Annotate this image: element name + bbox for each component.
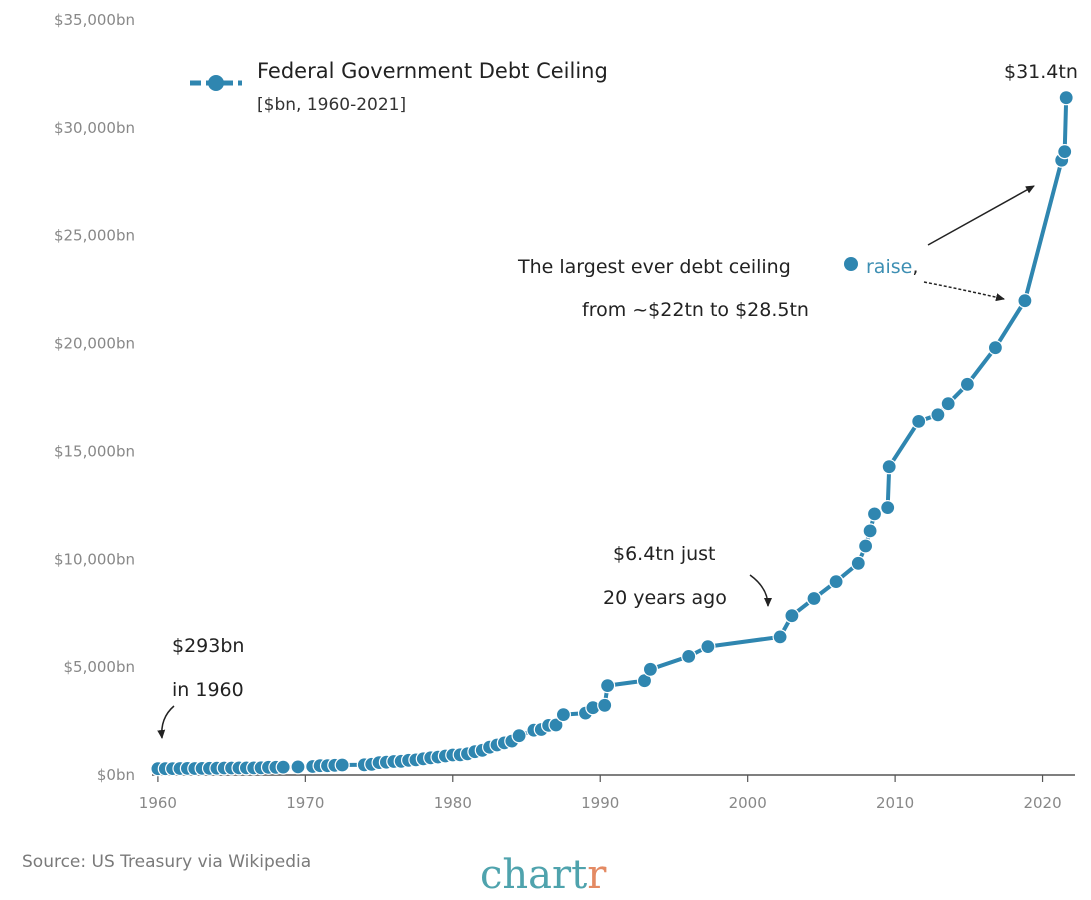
x-tick-label: 2020 bbox=[1023, 794, 1061, 812]
annotation-end-value: $31.4tn bbox=[1004, 61, 1078, 83]
annotation-1960-arrow bbox=[157, 705, 175, 739]
data-point bbox=[959, 376, 976, 392]
data-point bbox=[930, 407, 946, 423]
data-point bbox=[850, 555, 866, 571]
annotation-2002: $6.4tn just 20 years ago bbox=[603, 543, 772, 609]
annotation-largest-raise: The largest ever debt ceiling raise, fro… bbox=[517, 185, 1035, 321]
annotation-largest-raise-word: raise, bbox=[866, 256, 918, 278]
y-tick-label: $5,000bn bbox=[63, 658, 135, 676]
annotation-1960: $293bn in 1960 bbox=[157, 635, 244, 739]
annotation-raise-marker bbox=[844, 257, 858, 271]
data-point bbox=[548, 717, 564, 733]
x-tick-label: 1980 bbox=[434, 794, 472, 812]
annotation-raise-comma: , bbox=[912, 256, 918, 278]
y-tick-label: $0bn bbox=[97, 766, 135, 784]
x-axis-ticks: 1960 1970 1980 1990 2000 2010 2020 bbox=[139, 775, 1062, 812]
data-point bbox=[881, 459, 897, 475]
y-tick-label: $20,000bn bbox=[54, 335, 135, 353]
annotation-2002-arrow bbox=[749, 574, 772, 607]
data-point bbox=[1057, 144, 1073, 160]
data-point bbox=[1058, 90, 1074, 106]
annotation-2002-line2: 20 years ago bbox=[603, 587, 727, 609]
y-tick-label: $10,000bn bbox=[54, 550, 135, 568]
legend: Federal Government Debt Ceiling [$bn, 19… bbox=[190, 59, 608, 115]
data-point bbox=[511, 728, 527, 744]
series-points bbox=[150, 90, 1074, 777]
chart-title: Federal Government Debt Ceiling bbox=[257, 59, 608, 83]
x-tick-label: 1990 bbox=[581, 794, 619, 812]
chart-subtitle: [$bn, 1960-2021] bbox=[257, 95, 406, 115]
data-point bbox=[642, 661, 659, 677]
y-tick-label: $15,000bn bbox=[54, 442, 135, 460]
annotation-raise-word: raise bbox=[866, 256, 912, 278]
data-point bbox=[784, 608, 800, 624]
annotation-largest-arrow-lower bbox=[923, 281, 1005, 302]
annotation-2002-line1: $6.4tn just bbox=[613, 543, 716, 565]
data-point bbox=[772, 629, 788, 645]
source-note: Source: US Treasury via Wikipedia bbox=[22, 852, 311, 872]
data-point bbox=[290, 759, 306, 775]
data-point bbox=[334, 757, 350, 773]
y-tick-label: $35,000bn bbox=[54, 11, 135, 29]
data-point bbox=[597, 697, 613, 713]
brand-logo: chartr bbox=[480, 852, 607, 898]
data-point bbox=[275, 759, 291, 775]
data-point bbox=[911, 413, 927, 429]
x-tick-label: 1960 bbox=[139, 794, 177, 812]
data-point bbox=[866, 506, 883, 522]
data-point bbox=[599, 677, 616, 694]
data-point bbox=[862, 523, 878, 539]
annotation-largest-text: The largest ever debt ceiling bbox=[517, 256, 791, 278]
y-tick-label: $25,000bn bbox=[54, 227, 135, 245]
data-point bbox=[857, 538, 874, 554]
data-point bbox=[806, 590, 822, 607]
annotation-largest-arrow-upper bbox=[927, 185, 1035, 246]
data-point bbox=[681, 648, 697, 665]
y-axis-ticks: $0bn $5,000bn $10,000bn $15,000bn $20,000bn $… bbox=[54, 11, 135, 784]
data-point bbox=[987, 340, 1004, 356]
data-point bbox=[880, 500, 896, 516]
annotation-largest-line1: The largest ever debt ceiling bbox=[517, 256, 791, 278]
y-tick-label: $30,000bn bbox=[54, 119, 135, 137]
x-tick-label: 2010 bbox=[876, 794, 914, 812]
data-point bbox=[940, 396, 956, 412]
data-point bbox=[828, 573, 844, 590]
data-point bbox=[700, 638, 716, 655]
x-tick-label: 1970 bbox=[286, 794, 324, 812]
annotation-1960-line2: in 1960 bbox=[172, 679, 244, 701]
data-point bbox=[1017, 293, 1033, 309]
annotation-largest-line2: from ~$22tn to $28.5tn bbox=[582, 299, 809, 321]
data-point bbox=[555, 706, 572, 723]
series-line bbox=[157, 97, 1069, 771]
legend-swatch-marker bbox=[208, 75, 224, 91]
x-tick-label: 2000 bbox=[729, 794, 767, 812]
brand-logo-main: chart bbox=[480, 852, 587, 898]
brand-logo-accent: r bbox=[587, 852, 607, 898]
annotation-1960-line1: $293bn bbox=[172, 635, 244, 657]
